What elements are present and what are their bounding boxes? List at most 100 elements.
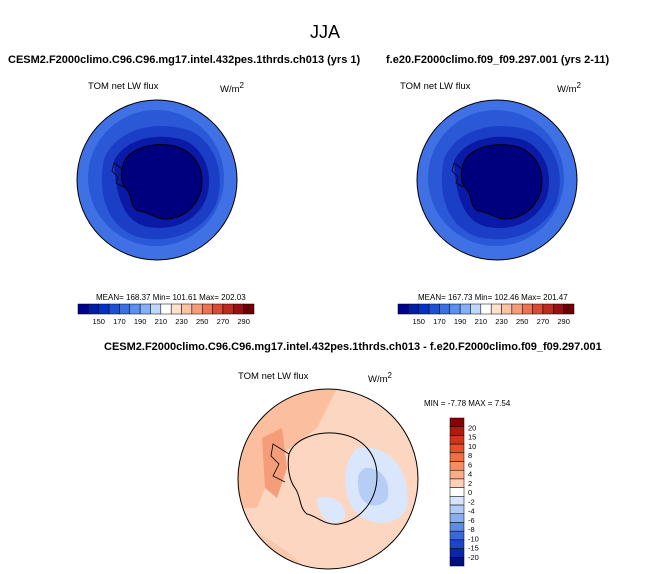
colorbar-tick-label: 8 [468, 451, 472, 460]
colorbar-box [222, 303, 234, 315]
antarctica-outline [287, 432, 378, 525]
colorbar-tick-label: 150 [412, 317, 425, 326]
colorbar-tick-label: 20 [468, 423, 476, 432]
colorbar-tick-label: 290 [237, 317, 250, 326]
colorbar-box [511, 303, 523, 315]
map-border [76, 99, 238, 261]
colorbar-tick-label: 170 [433, 317, 446, 326]
colorbar-box [397, 303, 409, 315]
diff-strong-positive-region [262, 428, 287, 498]
units-exp: 2 [387, 371, 392, 380]
panel3-stats: MIN = -7.78 MAX = 7.54 [424, 399, 511, 408]
colorbar-tick-label: 250 [196, 317, 209, 326]
colorbar-box [449, 487, 465, 497]
panel3-map [237, 388, 419, 570]
colorbar-box [449, 496, 465, 506]
colorbar-box [191, 303, 203, 315]
panel1-stats: MEAN= 168.37 Min= 101.61 Max= 202.03 [96, 293, 246, 302]
page-title: JJA [310, 22, 341, 42]
panel3-variable: TOM net LW flux [238, 371, 309, 382]
colorbar-tick-label: -15 [468, 544, 479, 553]
colorbar-tick-label: 6 [468, 460, 472, 469]
colorbar-tick-label: 290 [557, 317, 570, 326]
colorbar-box [108, 303, 120, 315]
colorbar-box [160, 303, 172, 315]
panel2-units: W/m2 [557, 81, 581, 95]
colorbar-tick-label: -10 [468, 534, 479, 543]
colorbar-box [449, 557, 465, 567]
panel2-map [416, 99, 578, 261]
colorbar-tick-label: 230 [175, 317, 188, 326]
colorbar-box [428, 303, 440, 315]
colorbar-box [449, 539, 465, 549]
colorbar-tick-label: -6 [468, 516, 475, 525]
colorbar-tick-label: -4 [468, 507, 475, 516]
colorbar-box [449, 469, 465, 480]
peninsula-outline [270, 443, 290, 483]
colorbar-box [542, 303, 554, 315]
antarctica-outline [460, 144, 543, 220]
panel1-map [76, 99, 238, 261]
panel1-title: CESM2.F2000climo.C96.C96.mg17.intel.432p… [8, 54, 361, 66]
colorbar-box [119, 303, 131, 315]
diff-strong-negative-region [357, 467, 389, 506]
colorbar-tick-label: 15 [468, 433, 476, 442]
colorbar-tick-label: 150 [92, 317, 105, 326]
colorbar-tick-label: -8 [468, 525, 475, 534]
colorbar-tick-label: 0 [468, 488, 472, 497]
colorbar-tick-label: 170 [113, 317, 126, 326]
colorbar-box [490, 303, 502, 315]
map-border [237, 388, 419, 570]
colorbar-box [449, 461, 465, 471]
colorbar-box [408, 303, 419, 315]
colorbar-box [139, 303, 151, 315]
panel1-colorbar: 150 170 190 210 230 250 270 290 [77, 303, 255, 326]
colorbar-box [233, 303, 244, 315]
colorbar-box [150, 303, 162, 315]
colorbar-box [449, 504, 465, 515]
colorbar-tick-label: 230 [495, 317, 508, 326]
colorbar-box [243, 303, 255, 315]
colorbar-box [532, 303, 544, 315]
colorbar-box [449, 548, 465, 558]
colorbar-box [501, 303, 513, 315]
units-exp: 2 [239, 81, 244, 90]
panel3-units: W/m2 [368, 371, 392, 385]
colorbar-box [181, 303, 193, 315]
colorbar-tick-label: 4 [468, 470, 472, 479]
colorbar-box [553, 303, 564, 315]
colorbar-tick-label: 210 [475, 317, 488, 326]
panel1-variable: TOM net LW flux [88, 81, 159, 92]
colorbar-box [480, 303, 492, 315]
colorbar-box [449, 303, 461, 315]
colorbar-box [449, 417, 465, 427]
colorbar-box [212, 303, 224, 315]
panel2-variable: TOM net LW flux [400, 81, 471, 92]
colorbar-box [170, 303, 182, 315]
colorbar-tick-label: -2 [468, 497, 475, 506]
colorbar-box [470, 303, 482, 315]
colorbar-box [201, 303, 213, 315]
peninsula-outline [111, 162, 125, 188]
units-text: W/m [368, 374, 388, 386]
peninsula-outline [451, 162, 465, 188]
colorbar-tick-label: 2 [468, 479, 472, 488]
colorbar-tick-label: 250 [516, 317, 529, 326]
colorbar-tick-label: -20 [468, 553, 479, 562]
units-text: W/m [557, 84, 577, 96]
units-text: W/m [220, 84, 240, 96]
map-border [416, 99, 578, 261]
panel2-colorbar: 150 170 190 210 230 250 270 290 [397, 303, 575, 326]
colorbar-box [129, 303, 141, 315]
diff-negative-region-2 [317, 496, 346, 523]
colorbar-tick-label: 190 [134, 317, 147, 326]
colorbar-tick-label: 190 [454, 317, 467, 326]
colorbar-box [449, 426, 465, 436]
colorbar-box [88, 303, 99, 315]
colorbar-box [449, 478, 465, 488]
colorbar-box [459, 303, 471, 315]
colorbar-box [563, 303, 575, 315]
colorbar-box [449, 435, 465, 445]
colorbar-box [449, 522, 465, 532]
